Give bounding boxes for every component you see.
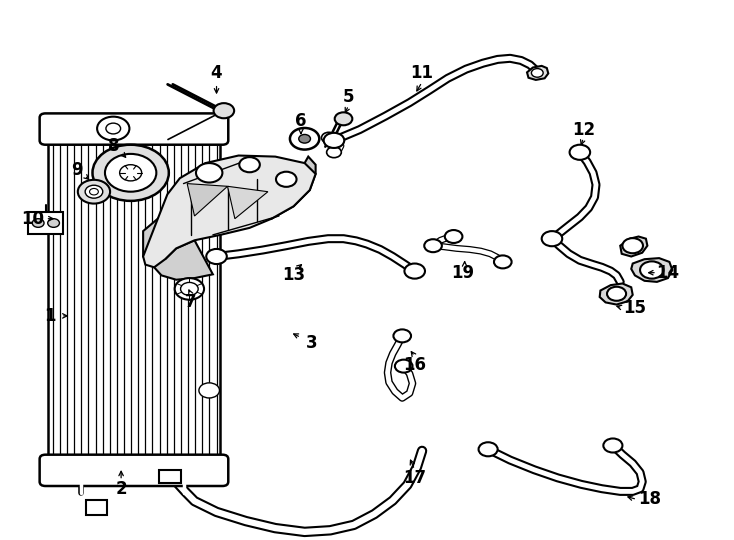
Text: 5: 5	[343, 88, 355, 106]
Circle shape	[206, 249, 227, 264]
Circle shape	[276, 172, 297, 187]
Circle shape	[181, 282, 198, 295]
Text: 17: 17	[403, 469, 426, 487]
Circle shape	[335, 112, 352, 125]
FancyBboxPatch shape	[40, 113, 228, 145]
Text: 8: 8	[108, 137, 120, 155]
Text: 13: 13	[282, 266, 305, 285]
Circle shape	[214, 103, 234, 118]
Text: 12: 12	[572, 120, 595, 139]
Polygon shape	[187, 184, 228, 216]
Circle shape	[570, 145, 590, 160]
Polygon shape	[143, 156, 316, 267]
Text: 19: 19	[451, 264, 474, 282]
Circle shape	[393, 329, 411, 342]
Circle shape	[542, 231, 562, 246]
Circle shape	[603, 438, 622, 453]
Circle shape	[196, 163, 222, 183]
FancyBboxPatch shape	[40, 455, 228, 486]
Bar	[159, 470, 181, 483]
Text: 16: 16	[403, 355, 426, 374]
Circle shape	[622, 238, 643, 253]
Circle shape	[424, 239, 442, 252]
Bar	[48, 140, 220, 462]
Circle shape	[299, 134, 310, 143]
Circle shape	[607, 287, 626, 301]
Circle shape	[48, 219, 59, 227]
Text: 14: 14	[656, 264, 680, 282]
Text: 18: 18	[638, 490, 661, 509]
Circle shape	[494, 255, 512, 268]
Circle shape	[199, 383, 219, 398]
Circle shape	[404, 264, 425, 279]
Text: 10: 10	[21, 210, 45, 228]
Circle shape	[32, 219, 44, 227]
Polygon shape	[600, 284, 633, 305]
Polygon shape	[631, 258, 672, 282]
Circle shape	[92, 145, 169, 201]
Circle shape	[105, 154, 156, 192]
Polygon shape	[620, 237, 647, 256]
Circle shape	[97, 117, 129, 140]
Bar	[87, 500, 107, 515]
Circle shape	[321, 132, 336, 143]
Text: 3: 3	[306, 334, 318, 352]
Text: 6: 6	[295, 112, 307, 131]
Text: 11: 11	[410, 64, 434, 82]
Circle shape	[90, 188, 98, 195]
Circle shape	[120, 165, 142, 181]
Text: 7: 7	[185, 293, 197, 312]
Text: 1: 1	[44, 307, 56, 325]
Circle shape	[239, 157, 260, 172]
Circle shape	[324, 133, 344, 148]
Circle shape	[531, 69, 543, 77]
Circle shape	[479, 442, 498, 456]
Polygon shape	[143, 219, 213, 280]
Text: 15: 15	[623, 299, 647, 317]
Text: 2: 2	[115, 480, 127, 498]
Circle shape	[175, 278, 204, 300]
Bar	[28, 212, 63, 234]
Circle shape	[445, 230, 462, 243]
Polygon shape	[253, 157, 316, 219]
Circle shape	[78, 180, 110, 204]
Circle shape	[290, 128, 319, 150]
Circle shape	[85, 185, 103, 198]
Circle shape	[106, 123, 120, 134]
Text: 9: 9	[71, 161, 83, 179]
Text: 4: 4	[211, 64, 222, 82]
Polygon shape	[527, 66, 548, 80]
Circle shape	[327, 147, 341, 158]
Circle shape	[640, 261, 664, 279]
Polygon shape	[228, 186, 268, 219]
Circle shape	[395, 360, 413, 373]
